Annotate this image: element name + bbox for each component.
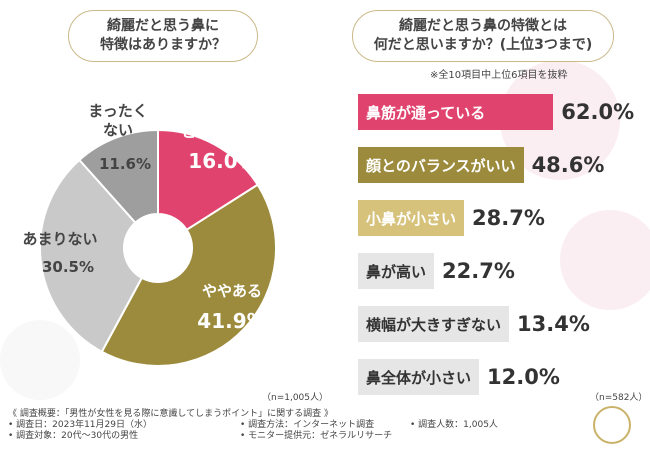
bar-row: 横幅が大きすぎない 13.4%	[358, 306, 590, 342]
decor	[0, 320, 80, 400]
bar-label: 鼻が高い	[366, 262, 427, 281]
bar-row: 鼻が高い 22.7%	[358, 253, 515, 289]
value-label: 13.4%	[517, 312, 590, 336]
decor	[500, 60, 620, 180]
footer-item: • 調査方法：インターネット調査	[240, 420, 375, 430]
sample-size: （n=1,005人）	[262, 393, 329, 403]
bar: 顔とのバランスがいい	[358, 147, 524, 183]
bar-row: 顔とのバランスがいい 48.6%	[358, 147, 604, 183]
value-label: 22.7%	[442, 259, 515, 283]
bar-label: 鼻全体が小さい	[366, 368, 472, 387]
sample-size: （n=582人）	[590, 393, 648, 403]
value-label: 16.0%	[188, 149, 258, 173]
bar: 鼻が高い	[358, 253, 435, 289]
donut-segment	[100, 183, 277, 367]
donut-segment	[77, 128, 159, 225]
donut-segment	[39, 158, 144, 354]
value-label: 62.0%	[561, 100, 635, 124]
bar: 鼻全体が小さい	[358, 359, 480, 395]
segment-label: ややある	[201, 282, 262, 300]
chart-title: 綺麗だと思う鼻の特徴とは 何だと思いますか？(上位3つまで)	[352, 10, 614, 62]
footer-item: • 調査日：2023年11月29日（水）	[8, 420, 152, 430]
value-label: 28.7%	[472, 206, 545, 230]
bar-label: 鼻筋が通っている	[366, 103, 486, 122]
bar-row: 鼻全体が小さい 12.0%	[358, 359, 560, 395]
bar-label: 小鼻が小さい	[366, 209, 457, 228]
decor	[560, 210, 650, 310]
footer-item: • モニター提供元：ゼネラルリサーチ	[240, 431, 393, 441]
footer-item: • 調査人数：1,005人	[410, 420, 498, 430]
subtitle: ※全10項目中上位6項目を抜粋	[430, 70, 568, 81]
logo	[593, 406, 631, 444]
value-label: 30.5%	[41, 258, 95, 276]
bar: 小鼻が小さい	[358, 200, 465, 236]
bar-label: 横幅が大きすぎない	[366, 315, 502, 334]
bar-row: 小鼻が小さい 28.7%	[358, 200, 545, 236]
donut-segment	[157, 128, 260, 232]
segment-label: まったく ない	[88, 102, 148, 139]
bar: 横幅が大きすぎない	[358, 306, 510, 342]
bar: 鼻筋が通っている	[358, 94, 554, 130]
segment-label: あまりない	[22, 230, 98, 248]
footer-title: 《 調査概要：「男性が女性を見る際に意識してしまうポイント」に関する調査 》	[8, 409, 333, 419]
value-label: 11.6%	[98, 155, 152, 173]
value-label: 12.0%	[487, 365, 560, 389]
value-label: 41.9%	[197, 309, 267, 333]
bar-row: 鼻筋が通っている 62.0%	[358, 94, 634, 130]
chart-title: 綺麗だと思う鼻に 特徴はありますか？	[68, 10, 258, 62]
segment-label: とてもある	[181, 123, 255, 141]
value-label: 48.6%	[531, 153, 605, 177]
footer-item: • 調査対象：20代～30代の男性	[8, 431, 139, 441]
bar-label: 顔とのバランスがいい	[366, 156, 516, 175]
